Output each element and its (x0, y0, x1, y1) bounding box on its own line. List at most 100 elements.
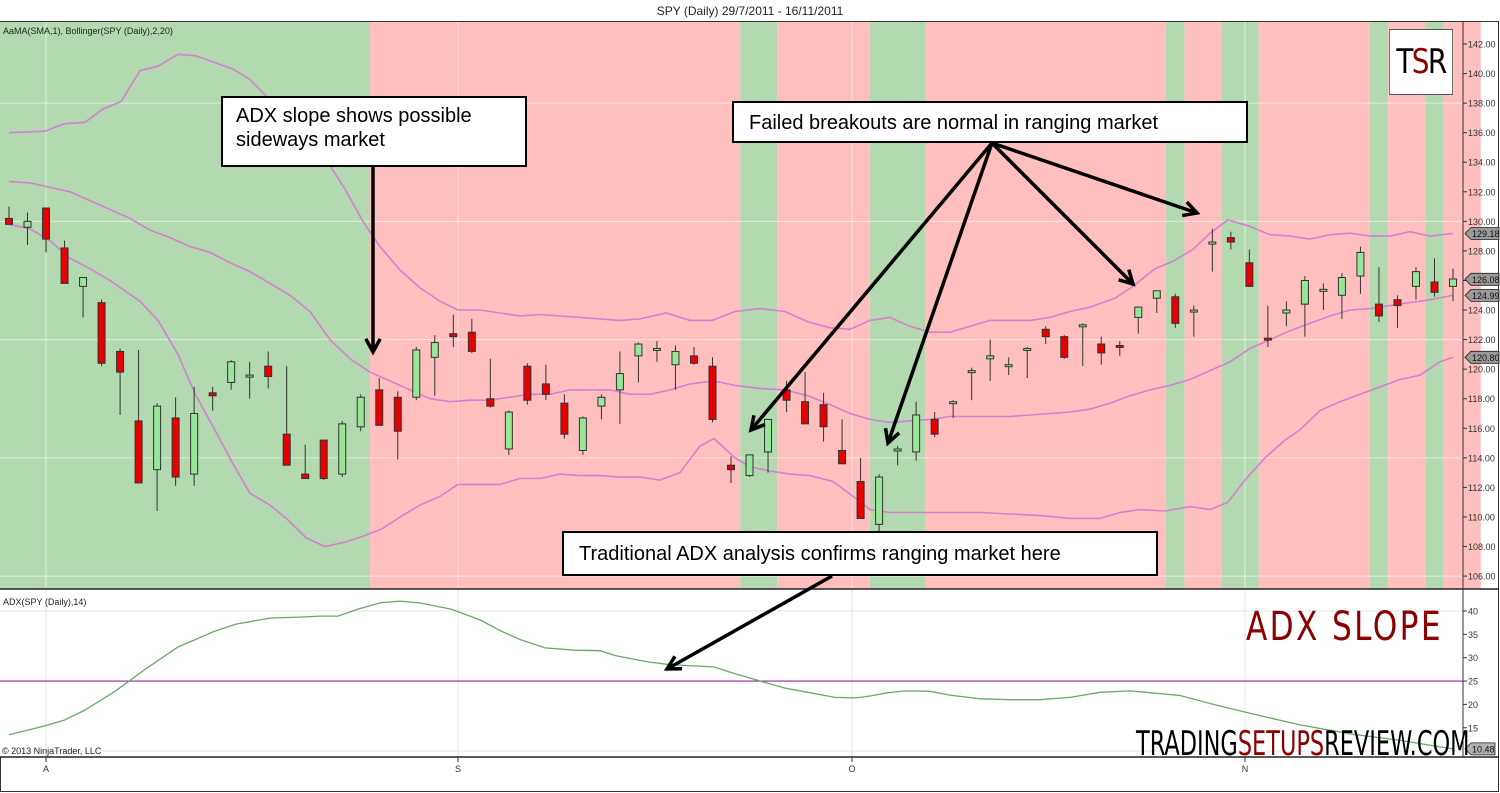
candle[interactable] (1152, 290, 1161, 313)
chart-title: SPY (Daily) 29/7/2011 - 16/11/2011 (656, 4, 844, 18)
candle[interactable] (412, 346, 421, 401)
candle[interactable] (764, 418, 773, 473)
candle[interactable] (319, 439, 328, 481)
candle[interactable] (912, 401, 921, 461)
price-tick-label: 140.00 (1468, 69, 1496, 79)
candle[interactable] (634, 342, 643, 383)
candle[interactable] (23, 212, 32, 246)
price-tick-label: 142.00 (1468, 40, 1496, 50)
candle[interactable] (1282, 301, 1291, 327)
candle[interactable] (356, 394, 365, 432)
candle[interactable] (801, 372, 810, 425)
price-marker-label: 129.18 (1472, 229, 1500, 239)
candle[interactable] (60, 240, 69, 284)
candle[interactable] (1337, 273, 1346, 319)
adx-slope-headline: ADX SLOPE (1246, 604, 1443, 650)
candle[interactable] (1374, 267, 1383, 322)
candle[interactable] (856, 457, 865, 519)
candle[interactable] (986, 339, 995, 381)
candle[interactable] (79, 277, 88, 318)
candle[interactable] (504, 410, 513, 455)
candle[interactable] (838, 419, 847, 465)
candlesticks[interactable] (5, 206, 1457, 562)
candle[interactable] (523, 363, 532, 405)
candle[interactable] (727, 456, 735, 483)
candle[interactable] (430, 335, 439, 396)
candle[interactable] (208, 386, 217, 411)
candle[interactable] (245, 361, 254, 399)
candle[interactable] (819, 392, 828, 442)
candle[interactable] (227, 360, 236, 390)
candle[interactable] (597, 394, 606, 420)
candle[interactable] (134, 349, 143, 484)
candle[interactable] (393, 391, 402, 460)
candle[interactable] (1078, 323, 1087, 367)
candle[interactable] (301, 444, 310, 480)
candle[interactable] (1319, 283, 1328, 311)
candle[interactable] (578, 416, 587, 455)
candle[interactable] (1041, 326, 1050, 345)
candle[interactable] (745, 454, 754, 478)
candle[interactable] (1263, 305, 1272, 347)
candle[interactable] (652, 341, 661, 362)
candle[interactable] (116, 348, 125, 415)
candle[interactable] (1449, 268, 1457, 302)
candle[interactable] (1245, 249, 1254, 287)
candle[interactable] (153, 403, 162, 512)
candle[interactable] (1060, 335, 1069, 359)
candle[interactable] (1226, 231, 1235, 250)
tsr-logo: TSR (1389, 29, 1453, 95)
watermark-part3: REVIEW.COM (1324, 724, 1470, 764)
candle[interactable] (375, 378, 384, 426)
watermark-part1: TRADING (1136, 724, 1238, 764)
candle[interactable] (449, 314, 458, 347)
candle[interactable] (1134, 306, 1143, 334)
candle[interactable] (97, 299, 106, 367)
price-tick-label: 134.00 (1468, 158, 1496, 168)
candle[interactable] (264, 351, 273, 389)
candle[interactable] (190, 386, 199, 486)
candle[interactable] (689, 346, 698, 365)
candle[interactable] (1115, 341, 1124, 356)
candle[interactable] (467, 318, 476, 353)
candle[interactable] (42, 207, 51, 253)
annotation-failed-breakouts: Failed breakouts are normal in ranging m… (732, 101, 1248, 143)
candle[interactable] (671, 345, 680, 390)
price-tick-label: 118.00 (1468, 394, 1495, 404)
candle[interactable] (708, 357, 717, 423)
candle[interactable] (1430, 258, 1439, 297)
candle[interactable] (338, 420, 347, 478)
candle[interactable] (486, 358, 495, 408)
adx-line (0, 600, 1463, 750)
price-marker-label: 126.08 (1472, 275, 1500, 285)
candle[interactable] (615, 351, 624, 424)
candle[interactable] (1411, 267, 1420, 300)
price-tick-label: 128.00 (1468, 246, 1496, 256)
candle[interactable] (1004, 357, 1013, 376)
annotation-sideways-line2: sideways market (236, 129, 385, 151)
x-tick-label: O (848, 764, 855, 774)
logo-letter-t: T (1396, 42, 1413, 82)
candle[interactable] (949, 400, 958, 418)
candle[interactable] (893, 446, 902, 466)
candle[interactable] (1189, 305, 1198, 337)
candle[interactable] (1356, 246, 1365, 294)
price-tick-label: 108.00 (1468, 542, 1496, 552)
candle[interactable] (1097, 336, 1106, 365)
copyright-label: © 2013 NinjaTrader, LLC (2, 746, 102, 756)
candle[interactable] (541, 364, 550, 401)
candle[interactable] (282, 366, 291, 466)
candle[interactable] (1393, 295, 1402, 328)
candle[interactable] (967, 367, 976, 401)
price-marker-label: 124.99 (1472, 291, 1500, 301)
candle[interactable] (930, 412, 939, 438)
price-tick-label: 112.00 (1468, 483, 1495, 493)
candle[interactable] (1300, 276, 1309, 337)
site-watermark: TRADINGSETUPSREVIEW.COM (1136, 724, 1470, 764)
candle[interactable] (560, 394, 569, 439)
candle[interactable] (1171, 293, 1180, 328)
candle[interactable] (171, 397, 180, 486)
candle[interactable] (1208, 228, 1217, 272)
candle[interactable] (1023, 346, 1032, 379)
candle[interactable] (5, 206, 13, 225)
